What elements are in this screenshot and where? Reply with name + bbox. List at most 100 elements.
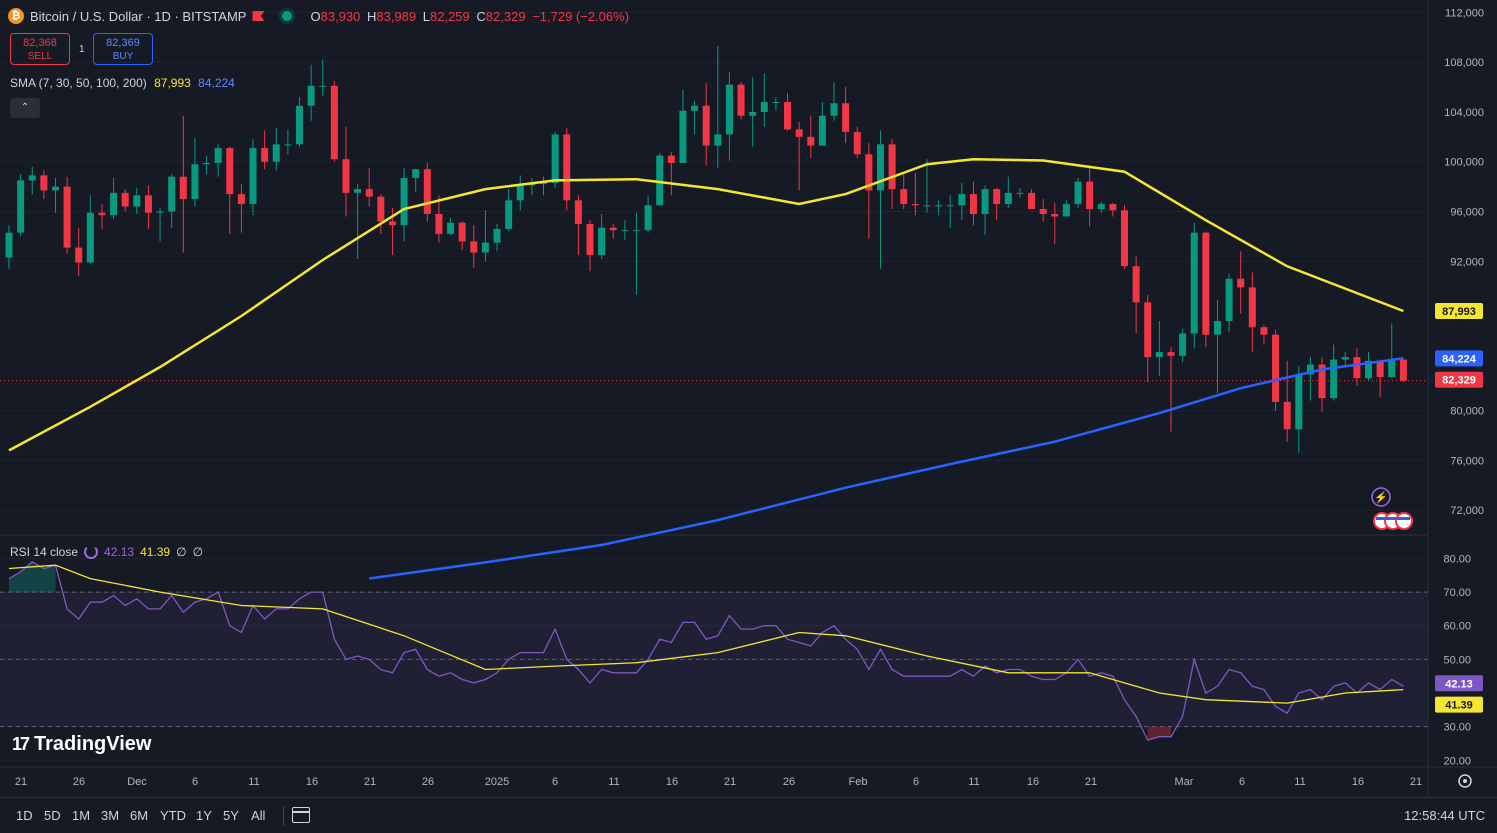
candle-body bbox=[470, 241, 478, 253]
chart-canvas[interactable]: 112,000 108,000 104,000 100,000 96,000 92,000… bbox=[0, 0, 1497, 797]
time-axis[interactable]: 21 26 Dec 6 11 16 21 26 2025 6 11 16 21 26 Feb 6 11 16 21 M… bbox=[15, 776, 1422, 788]
candle-body bbox=[795, 129, 803, 137]
utc-clock[interactable]: 12:58:44 UTC bbox=[1404, 808, 1485, 823]
timeframe-all-button[interactable]: All bbox=[251, 808, 266, 823]
symbol-header[interactable]: ₿ Bitcoin / U.S. Dollar · 1D · BITSTAMP … bbox=[8, 8, 632, 24]
candle-body bbox=[63, 186, 71, 248]
rsi-ma-axis-label: 41.39 bbox=[1445, 700, 1473, 712]
candle-body bbox=[667, 155, 675, 163]
candle-body bbox=[888, 144, 896, 190]
candle-body bbox=[388, 221, 396, 226]
rsi-value: 42.13 bbox=[104, 545, 135, 559]
lightning-glyph: ⚡ bbox=[1374, 491, 1388, 504]
market-status-icon[interactable] bbox=[282, 11, 293, 21]
candle-body bbox=[725, 84, 733, 135]
candle-body bbox=[75, 247, 83, 263]
symbol-title[interactable]: Bitcoin / U.S. Dollar · 1D · BITSTAMP bbox=[30, 8, 247, 24]
candle-body bbox=[133, 195, 141, 207]
tradingview-wordmark: TradingView bbox=[34, 733, 152, 755]
candle-body bbox=[272, 144, 280, 162]
tradingview-logo[interactable]: ⁠17 TradingView bbox=[12, 733, 151, 756]
sma-legend[interactable]: SMA (7, 30, 50, 100, 200) 87,993 84,224 bbox=[10, 76, 235, 90]
low-key: L bbox=[422, 8, 430, 24]
candle-body bbox=[1399, 359, 1407, 381]
candle-body bbox=[412, 169, 420, 178]
candle-body bbox=[551, 134, 559, 183]
candle-body bbox=[86, 212, 94, 263]
candle-body bbox=[121, 192, 129, 207]
candle-body bbox=[1039, 209, 1047, 214]
candle-body bbox=[156, 211, 164, 213]
candle-body bbox=[1365, 360, 1373, 379]
lightning-event-icon[interactable] bbox=[1371, 487, 1391, 507]
rsi-legend[interactable]: RSI 14 close 42.13 41.39 ∅ ∅ bbox=[10, 545, 203, 559]
candle-body bbox=[144, 195, 152, 213]
time-tick-label: 6 bbox=[552, 776, 558, 788]
candle-body bbox=[505, 200, 513, 229]
sell-button[interactable]: 82,368 SELL bbox=[10, 33, 70, 65]
timeframe-1d-button[interactable]: 1D bbox=[16, 808, 33, 823]
timeframe-ytd-button[interactable]: YTD bbox=[160, 808, 186, 823]
rsi-ma-axis-label-bg bbox=[1435, 696, 1483, 713]
candle-body bbox=[1074, 181, 1082, 205]
candle-body bbox=[1330, 359, 1338, 399]
price-tick-label: 112,000 bbox=[1445, 7, 1484, 19]
timeframe-1y-button[interactable]: 1Y bbox=[196, 808, 212, 823]
candle-body bbox=[179, 176, 187, 200]
go-to-date-calendar-icon[interactable] bbox=[292, 807, 310, 823]
candle-body bbox=[261, 148, 269, 162]
collapse-legend-button[interactable]: ⌃ bbox=[10, 98, 40, 118]
candle-body bbox=[609, 227, 617, 231]
candle-body bbox=[447, 222, 455, 234]
timeframe-6m-button[interactable]: 6M bbox=[130, 808, 149, 823]
time-tick-label: 21 bbox=[724, 776, 736, 788]
rsi-axis-label: 42.13 bbox=[1445, 678, 1473, 690]
candle-body bbox=[1388, 359, 1396, 377]
close-value: 82,329 bbox=[485, 8, 526, 24]
sma-200-axis-label-bg bbox=[1435, 350, 1483, 367]
candle-body bbox=[853, 131, 861, 155]
sell-label: SELL bbox=[27, 51, 53, 62]
rsi-oversold-fill bbox=[1147, 726, 1171, 741]
rsi-axis-label-bg bbox=[1435, 675, 1483, 692]
time-tick-label: 16 bbox=[306, 776, 318, 788]
timeframe-3m-button[interactable]: 3M bbox=[101, 808, 120, 823]
candle-body bbox=[784, 102, 792, 130]
time-tick-label: 11 bbox=[1294, 776, 1305, 788]
candle-body bbox=[330, 85, 338, 160]
price-axis[interactable]: 112,000 108,000 104,000 100,000 96,000 92,000… bbox=[1444, 7, 1484, 517]
time-tick-label: 16 bbox=[1027, 776, 1039, 788]
rsi-overbought-fill bbox=[9, 561, 56, 593]
rsi-empty-value: ∅ bbox=[176, 545, 187, 559]
rsi-label[interactable]: RSI 14 close bbox=[10, 545, 79, 559]
timeframe-5y-button[interactable]: 5Y bbox=[223, 808, 239, 823]
flag-icon[interactable] bbox=[252, 11, 265, 21]
candle-body bbox=[400, 177, 408, 226]
candle-body bbox=[563, 134, 571, 201]
candle-body bbox=[5, 232, 13, 258]
candle-body bbox=[1295, 374, 1303, 430]
buy-button[interactable]: 82,369 BUY bbox=[93, 33, 153, 65]
events-icons[interactable]: ⚡ bbox=[1371, 487, 1413, 530]
candle-body bbox=[946, 205, 954, 207]
candle-body bbox=[1237, 278, 1245, 288]
us-flag-event-icon[interactable] bbox=[1395, 512, 1413, 530]
sma-200-axis-label: 84,224 bbox=[1442, 353, 1477, 365]
timeframe-5d-button[interactable]: 5D bbox=[44, 808, 61, 823]
settings-gear-icon[interactable] bbox=[1458, 774, 1472, 788]
rsi-axis[interactable]: 80.00 70.00 60.00 50.00 30.00 20.00 bbox=[1443, 553, 1471, 767]
rsi-tick-label: 50.00 bbox=[1443, 654, 1471, 666]
timeframe-1m-button[interactable]: 1M bbox=[72, 808, 91, 823]
low-value: 82,259 bbox=[430, 8, 470, 24]
candle-body bbox=[1213, 321, 1221, 335]
sma-label[interactable]: SMA (7, 30, 50, 100, 200) bbox=[10, 76, 147, 90]
candle-body bbox=[1004, 192, 1012, 205]
time-tick-label: Mar bbox=[1175, 776, 1194, 788]
price-tick-label: 108,000 bbox=[1444, 57, 1484, 69]
axis-value-labels: 87,993 84,224 82,329 42.13 41.39 bbox=[1435, 303, 1483, 713]
candle-body bbox=[679, 110, 687, 163]
candle-body bbox=[1272, 334, 1280, 402]
buy-label: BUY bbox=[112, 51, 134, 62]
candle-body bbox=[1306, 364, 1314, 375]
